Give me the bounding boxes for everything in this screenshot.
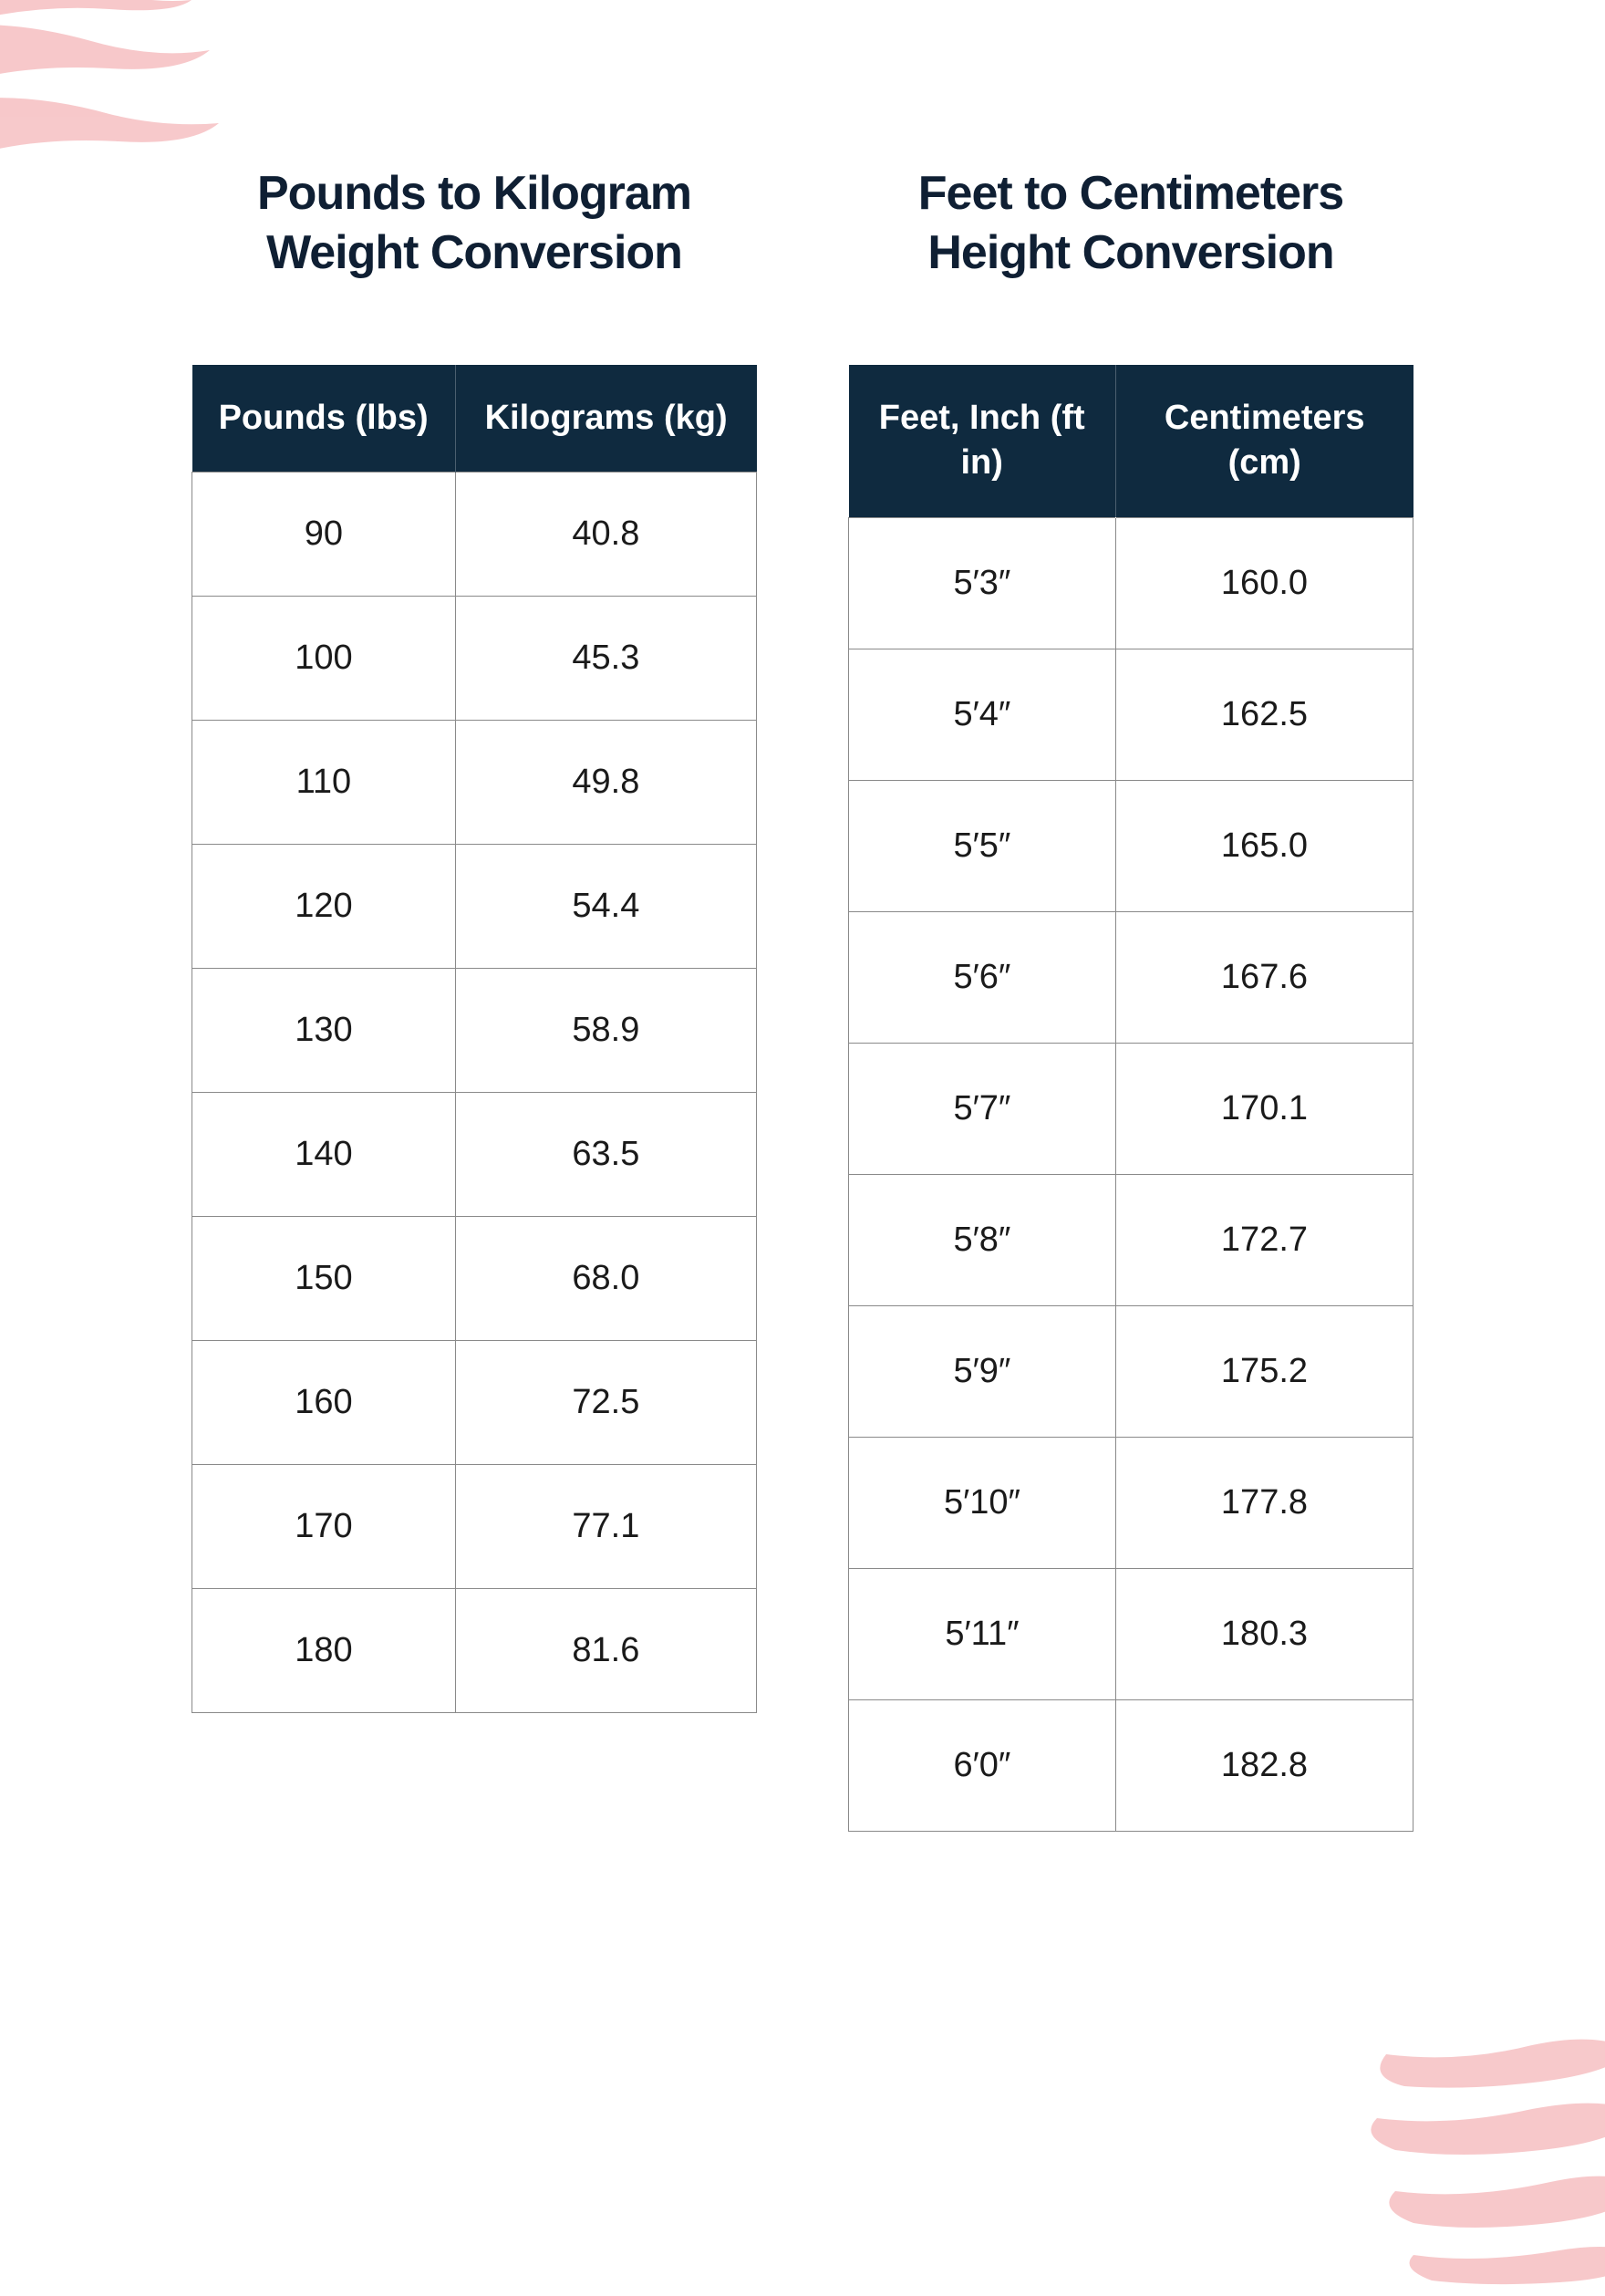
table-cell: 130 — [192, 969, 456, 1093]
table-cell: 77.1 — [455, 1465, 756, 1589]
table-cell: 172.7 — [1115, 1174, 1413, 1305]
weight-title: Pounds to Kilogram Weight Conversion — [192, 164, 757, 283]
table-row: 5′6″167.6 — [849, 911, 1413, 1043]
table-row: 18081.6 — [192, 1589, 757, 1713]
table-cell: 110 — [192, 721, 456, 845]
table-cell: 150 — [192, 1217, 456, 1341]
table-cell: 100 — [192, 597, 456, 721]
table-cell: 180 — [192, 1589, 456, 1713]
height-table: Feet, Inch (ft in) Centimeters (cm) 5′3″… — [848, 365, 1413, 1832]
table-row: 5′9″175.2 — [849, 1305, 1413, 1437]
height-title: Feet to Centimeters Height Conversion — [848, 164, 1413, 283]
table-cell: 5′7″ — [849, 1043, 1116, 1174]
table-cell: 167.6 — [1115, 911, 1413, 1043]
table-cell: 170 — [192, 1465, 456, 1589]
table-cell: 72.5 — [455, 1341, 756, 1465]
weight-column: Pounds to Kilogram Weight Conversion Pou… — [192, 164, 757, 1832]
table-cell: 177.8 — [1115, 1437, 1413, 1568]
table-row: 16072.5 — [192, 1341, 757, 1465]
table-cell: 182.8 — [1115, 1699, 1413, 1831]
table-cell: 170.1 — [1115, 1043, 1413, 1174]
table-row: 15068.0 — [192, 1217, 757, 1341]
table-cell: 5′3″ — [849, 517, 1116, 649]
table-row: 5′10″177.8 — [849, 1437, 1413, 1568]
brush-decoration-bottom — [1350, 2036, 1605, 2291]
table-row: 11049.8 — [192, 721, 757, 845]
table-row: 5′8″172.7 — [849, 1174, 1413, 1305]
main-container: Pounds to Kilogram Weight Conversion Pou… — [0, 0, 1605, 1832]
table-cell: 58.9 — [455, 969, 756, 1093]
table-cell: 81.6 — [455, 1589, 756, 1713]
table-row: 10045.3 — [192, 597, 757, 721]
weight-col-header-kg: Kilograms (kg) — [455, 365, 756, 473]
table-cell: 45.3 — [455, 597, 756, 721]
table-cell: 5′5″ — [849, 780, 1116, 911]
table-cell: 120 — [192, 845, 456, 969]
table-row: 14063.5 — [192, 1093, 757, 1217]
table-cell: 5′6″ — [849, 911, 1116, 1043]
weight-col-header-lbs: Pounds (lbs) — [192, 365, 456, 473]
table-cell: 175.2 — [1115, 1305, 1413, 1437]
table-header-row: Feet, Inch (ft in) Centimeters (cm) — [849, 365, 1413, 517]
table-cell: 68.0 — [455, 1217, 756, 1341]
height-column: Feet to Centimeters Height Conversion Fe… — [848, 164, 1413, 1832]
table-row: 13058.9 — [192, 969, 757, 1093]
table-row: 5′7″170.1 — [849, 1043, 1413, 1174]
table-cell: 5′8″ — [849, 1174, 1116, 1305]
table-cell: 160 — [192, 1341, 456, 1465]
table-header-row: Pounds (lbs) Kilograms (kg) — [192, 365, 757, 473]
table-cell: 90 — [192, 473, 456, 597]
table-cell: 5′9″ — [849, 1305, 1116, 1437]
table-cell: 160.0 — [1115, 517, 1413, 649]
table-cell: 6′0″ — [849, 1699, 1116, 1831]
table-row: 9040.8 — [192, 473, 757, 597]
table-cell: 54.4 — [455, 845, 756, 969]
table-row: 5′11″180.3 — [849, 1568, 1413, 1699]
height-col-header-ftin: Feet, Inch (ft in) — [849, 365, 1116, 517]
table-row: 12054.4 — [192, 845, 757, 969]
table-cell: 5′4″ — [849, 649, 1116, 780]
table-row: 17077.1 — [192, 1465, 757, 1589]
table-row: 5′4″162.5 — [849, 649, 1413, 780]
table-cell: 140 — [192, 1093, 456, 1217]
table-row: 6′0″182.8 — [849, 1699, 1413, 1831]
table-cell: 40.8 — [455, 473, 756, 597]
weight-table: Pounds (lbs) Kilograms (kg) 9040.810045.… — [192, 365, 757, 1713]
table-cell: 162.5 — [1115, 649, 1413, 780]
table-cell: 180.3 — [1115, 1568, 1413, 1699]
table-row: 5′3″160.0 — [849, 517, 1413, 649]
table-row: 5′5″165.0 — [849, 780, 1413, 911]
table-cell: 5′10″ — [849, 1437, 1116, 1568]
height-col-header-cm: Centimeters (cm) — [1115, 365, 1413, 517]
table-cell: 63.5 — [455, 1093, 756, 1217]
table-cell: 49.8 — [455, 721, 756, 845]
table-cell: 165.0 — [1115, 780, 1413, 911]
table-cell: 5′11″ — [849, 1568, 1116, 1699]
